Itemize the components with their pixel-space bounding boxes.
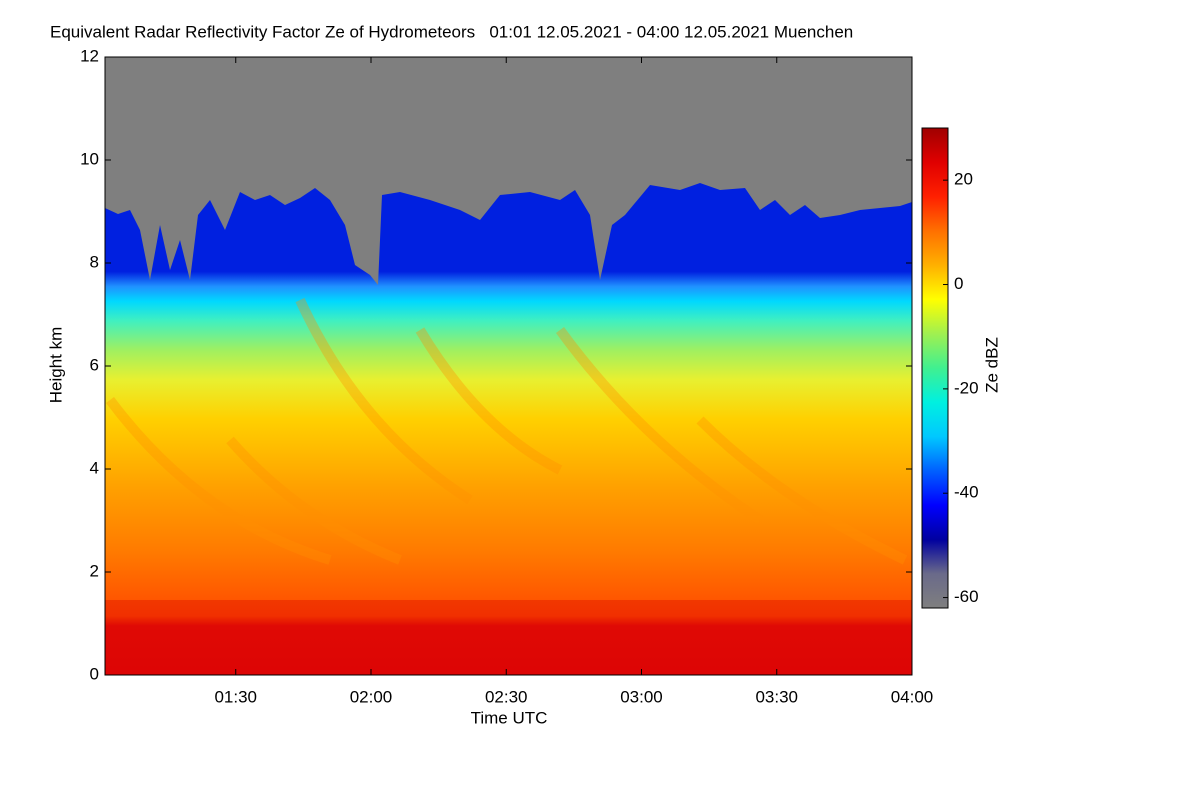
colorbar-tick-label: -20 bbox=[954, 378, 979, 397]
y-tick-label: 8 bbox=[90, 252, 99, 271]
x-tick-label: 02:00 bbox=[350, 687, 393, 706]
chart-title: Equivalent Radar Reflectivity Factor Ze … bbox=[50, 22, 853, 41]
y-tick-label: 4 bbox=[90, 458, 99, 477]
x-axis-label: Time UTC bbox=[471, 708, 548, 727]
y-tick-label: 12 bbox=[80, 46, 99, 65]
melting-layer bbox=[105, 600, 912, 675]
x-tick-label: 02:30 bbox=[485, 687, 528, 706]
x-tick-label: 04:00 bbox=[891, 687, 934, 706]
heatmap bbox=[105, 57, 912, 675]
colorbar-tick-label: 0 bbox=[954, 274, 963, 293]
echo-field bbox=[105, 183, 912, 675]
y-tick-label: 2 bbox=[90, 561, 99, 580]
colorbar-tick-label: -40 bbox=[954, 483, 979, 502]
colorbar-label: Ze dBZ bbox=[982, 337, 1001, 393]
x-tick-label: 01:30 bbox=[214, 687, 257, 706]
x-tick-label: 03:00 bbox=[620, 687, 663, 706]
y-tick-label: 0 bbox=[90, 664, 99, 683]
colorbar-tick-label: -60 bbox=[954, 587, 979, 606]
y-axis-label: Height km bbox=[46, 327, 65, 404]
x-tick-label: 03:30 bbox=[755, 687, 798, 706]
y-tick-label: 6 bbox=[90, 355, 99, 374]
y-tick-label: 10 bbox=[80, 149, 99, 168]
echo-texture bbox=[106, 297, 908, 565]
colorbar bbox=[921, 127, 949, 609]
colorbar-tick-label: 20 bbox=[954, 170, 973, 189]
